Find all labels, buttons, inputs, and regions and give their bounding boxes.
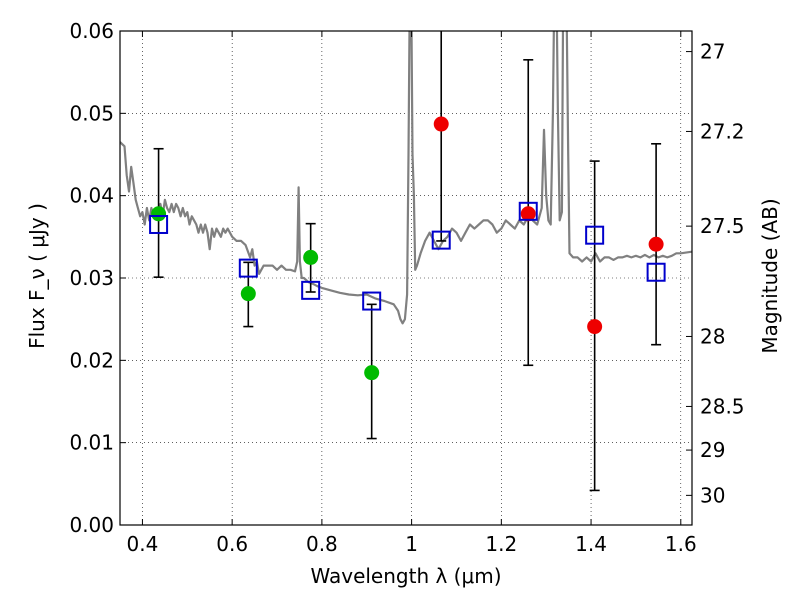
data-point-square: [238, 258, 258, 278]
x-tick-label: 0.8: [306, 532, 338, 556]
data-point: [240, 286, 256, 302]
y-right-tick-label: 28.5: [700, 394, 745, 418]
data-point-square: [431, 230, 451, 250]
axis-ticks: 0.4 0.6 0.8 1 1.2 1.4 1.6 0.00 0.01 0.02 0.03 0.04 0…: [69, 19, 744, 556]
spectrum-line: [120, 31, 692, 325]
y-right-tick-label: 30: [700, 483, 725, 507]
data-point-square: [149, 214, 169, 234]
data-point: [520, 206, 536, 222]
y-right-tick-label: 28: [700, 324, 725, 348]
data-point: [151, 206, 167, 222]
y-tick-label: 0.04: [69, 184, 114, 208]
x-tick-label: 1.6: [665, 532, 697, 556]
x-tick-label: 1.2: [485, 532, 517, 556]
data-point-square: [646, 262, 666, 282]
grid: [120, 31, 692, 525]
y-tick-label: 0.00: [69, 513, 114, 537]
x-tick-label: 1.4: [575, 532, 607, 556]
data-point-square: [585, 225, 605, 245]
y-right-tick-label: 27: [700, 40, 725, 64]
x-tick-label: 0.6: [216, 532, 248, 556]
data-point-square: [301, 280, 321, 300]
data-point: [303, 249, 319, 265]
x-tick-label: 1: [405, 532, 418, 556]
x-tick-label: 0.4: [127, 532, 159, 556]
y-right-tick-label: 29: [700, 438, 725, 462]
y-axis-label: Flux F_ν ( μJy ): [25, 203, 49, 349]
y-right-tick-label: 27.5: [700, 214, 745, 238]
data-point: [648, 236, 664, 252]
y-right-tick-label: 27.2: [700, 119, 745, 143]
data-point: [364, 365, 380, 381]
x-axis-label: Wavelength λ (μm): [310, 564, 501, 588]
data-point: [433, 116, 449, 132]
data-point-square: [518, 201, 538, 221]
data-point: [587, 319, 603, 335]
y-tick-label: 0.02: [69, 348, 114, 372]
data-markers: [149, 116, 666, 381]
y-tick-label: 0.03: [69, 266, 114, 290]
data-point-square: [362, 291, 382, 311]
y-tick-label: 0.01: [69, 431, 114, 455]
y-right-axis-label: Magnitude (AB): [758, 198, 782, 353]
y-tick-label: 0.06: [69, 19, 114, 43]
plot-frame: [119, 30, 693, 526]
y-tick-label: 0.05: [69, 101, 114, 125]
model-spectrum: [120, 31, 692, 325]
